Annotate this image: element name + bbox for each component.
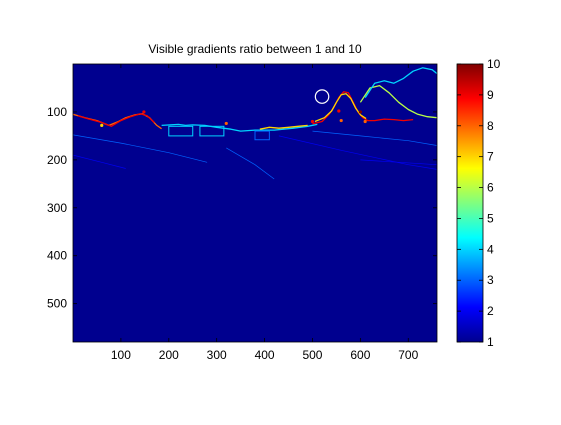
plot-frame: [72, 63, 438, 343]
heatmap-tree-edge-5: [314, 93, 367, 123]
heatmap-spot-25: [310, 119, 315, 124]
colorbar-tick-label-1: 1: [487, 335, 494, 349]
colorbar-tick-label-6: 6: [487, 181, 494, 195]
heatmap-tree-edge-7: [364, 67, 437, 98]
heatmap-box-16: [254, 130, 270, 141]
heatmap-features: [73, 67, 437, 180]
heatmap-spot-24: [224, 121, 228, 126]
heatmap-background: [73, 64, 437, 342]
heatmap-spot-19: [339, 118, 343, 123]
heatmap-road-line-11: [312, 130, 437, 146]
colorbar-axis: 1 2 3 4 5 6 7 8 9 10: [457, 57, 501, 349]
chart-title: Visible gradients ratio between 1 and 10: [148, 42, 362, 56]
heatmap-spot-22: [142, 110, 146, 114]
colorbar-tick-label-8: 8: [487, 119, 494, 133]
y-tick-label-300: 300: [47, 201, 67, 215]
heatmap-box-15: [199, 125, 225, 137]
colorbar-tick-label-5: 5: [487, 211, 494, 225]
x-tick-label-500: 500: [302, 348, 322, 362]
x-tick-label-300: 300: [207, 348, 227, 362]
colorbar-tick-label-2: 2: [487, 304, 494, 318]
colorbar-tick-label-9: 9: [487, 88, 494, 102]
colorbar: [456, 63, 484, 343]
colorbar-tick-label-7: 7: [487, 150, 494, 164]
y-tick-label-200: 200: [47, 153, 67, 167]
y-tick-label-500: 500: [47, 297, 67, 311]
heatmap-box-14: [168, 125, 194, 137]
heatmap-horizon-edge-3: [259, 124, 308, 130]
heatmap-tree-edge-6: [359, 84, 437, 119]
heatmap-spot-20: [358, 110, 362, 114]
x-tick-label-100: 100: [111, 348, 131, 362]
x-axis: 100 200 300 400 500 600 700: [111, 64, 419, 362]
x-tick-label-200: 200: [159, 348, 179, 362]
x-tick-label-400: 400: [255, 348, 275, 362]
colorbar-tick-label-10: 10: [487, 57, 501, 71]
heatmap-road-line-10: [278, 135, 437, 170]
colorbar-tick-label-4: 4: [487, 242, 494, 256]
heatmap-road-line-9: [226, 147, 275, 180]
y-tick-label-400: 400: [47, 249, 67, 263]
x-tick-label-700: 700: [398, 348, 418, 362]
heatmap-circle-17: [314, 89, 330, 104]
heatmap-road-line-8: [73, 134, 208, 163]
y-tick-label-100: 100: [47, 105, 67, 119]
y-axis: 100 200 300 400 500: [47, 105, 437, 311]
x-tick-label-600: 600: [350, 348, 370, 362]
heatmap-road-line-12: [73, 154, 126, 169]
colorbar-tick-label-3: 3: [487, 273, 494, 287]
heatmap-horizon-edge-2: [161, 123, 318, 132]
heatmap-horizon-edge-1: [77, 113, 155, 127]
heatmap-spot-21: [363, 119, 367, 124]
heatmap-spot-23: [100, 123, 104, 127]
heatmap-road-line-13: [360, 159, 437, 166]
heatmap-spot-18: [337, 109, 341, 113]
